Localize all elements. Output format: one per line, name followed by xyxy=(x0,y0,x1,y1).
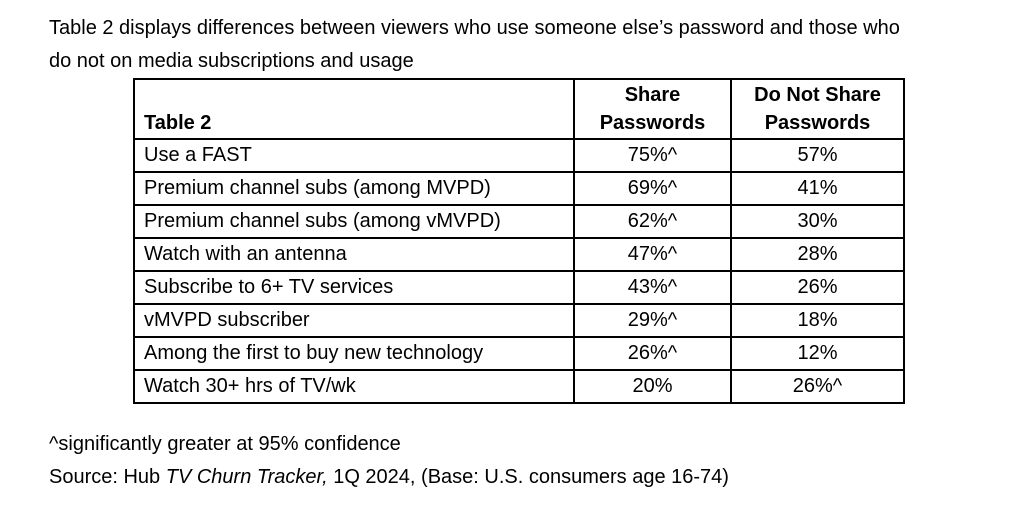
no-share-value-cell: 57% xyxy=(730,138,905,173)
source-title: TV Churn Tracker, xyxy=(165,466,328,488)
significance-note: ^significantly greater at 95% confidence xyxy=(49,433,401,455)
table-row: Subscribe to 6+ TV services 43%^ 26% xyxy=(133,270,905,305)
no-share-header-line-1: Do Not Share xyxy=(754,84,881,106)
table-row: Premium channel subs (among MVPD) 69%^ 4… xyxy=(133,171,905,206)
row-label-cell: Premium channel subs (among vMVPD) xyxy=(133,204,575,239)
share-value-cell: 62%^ xyxy=(573,204,732,239)
no-share-header-line-2: Passwords xyxy=(764,112,871,134)
share-header-line-1: Share xyxy=(624,84,681,106)
header-row: Table 2 Share Passwords Do Not Share Pas… xyxy=(133,78,905,140)
do-not-share-passwords-header: Do Not Share Passwords xyxy=(730,78,905,140)
no-share-value-cell: 26% xyxy=(730,270,905,305)
share-value-cell: 20% xyxy=(573,369,732,404)
no-share-value-cell: 12% xyxy=(730,336,905,371)
table-row: Premium channel subs (among vMVPD) 62%^ … xyxy=(133,204,905,239)
share-value-cell: 26%^ xyxy=(573,336,732,371)
footnotes: ^significantly greater at 95% confidence… xyxy=(49,428,729,494)
share-value-cell: 29%^ xyxy=(573,303,732,338)
row-label-cell: vMVPD subscriber xyxy=(133,303,575,338)
share-passwords-header: Share Passwords xyxy=(573,78,732,140)
row-label-cell: Watch 30+ hrs of TV/wk xyxy=(133,369,575,404)
source-suffix: 1Q 2024, (Base: U.S. consumers age 16-74… xyxy=(327,466,729,488)
no-share-value-cell: 30% xyxy=(730,204,905,239)
share-value-cell: 47%^ xyxy=(573,237,732,272)
table-row: Use a FAST 75%^ 57% xyxy=(133,138,905,173)
no-share-value-cell: 18% xyxy=(730,303,905,338)
caption-line-2: do not on media subscriptions and usage xyxy=(49,50,414,72)
row-label-cell: Use a FAST xyxy=(133,138,575,173)
share-value-cell: 43%^ xyxy=(573,270,732,305)
caption-line-1: Table 2 displays differences between vie… xyxy=(49,17,900,39)
row-label-cell: Watch with an antenna xyxy=(133,237,575,272)
source-prefix: Source: Hub xyxy=(49,466,166,488)
no-share-value-cell: 41% xyxy=(730,171,905,206)
no-share-value-cell: 26%^ xyxy=(730,369,905,404)
table-title-cell: Table 2 xyxy=(133,78,575,140)
table-row: Watch with an antenna 47%^ 28% xyxy=(133,237,905,272)
share-header-line-2: Passwords xyxy=(599,112,706,134)
no-share-value-cell: 28% xyxy=(730,237,905,272)
table-row: Watch 30+ hrs of TV/wk 20% 26%^ xyxy=(133,369,905,404)
source-line: Source: Hub TV Churn Tracker, 1Q 2024, (… xyxy=(49,466,729,488)
row-label-cell: Subscribe to 6+ TV services xyxy=(133,270,575,305)
table-caption: Table 2 displays differences between vie… xyxy=(49,12,900,78)
table-2: Table 2 Share Passwords Do Not Share Pas… xyxy=(133,78,905,404)
share-value-cell: 75%^ xyxy=(573,138,732,173)
row-label-cell: Premium channel subs (among MVPD) xyxy=(133,171,575,206)
table-row: Among the first to buy new technology 26… xyxy=(133,336,905,371)
table-row: vMVPD subscriber 29%^ 18% xyxy=(133,303,905,338)
row-label-cell: Among the first to buy new technology xyxy=(133,336,575,371)
share-value-cell: 69%^ xyxy=(573,171,732,206)
